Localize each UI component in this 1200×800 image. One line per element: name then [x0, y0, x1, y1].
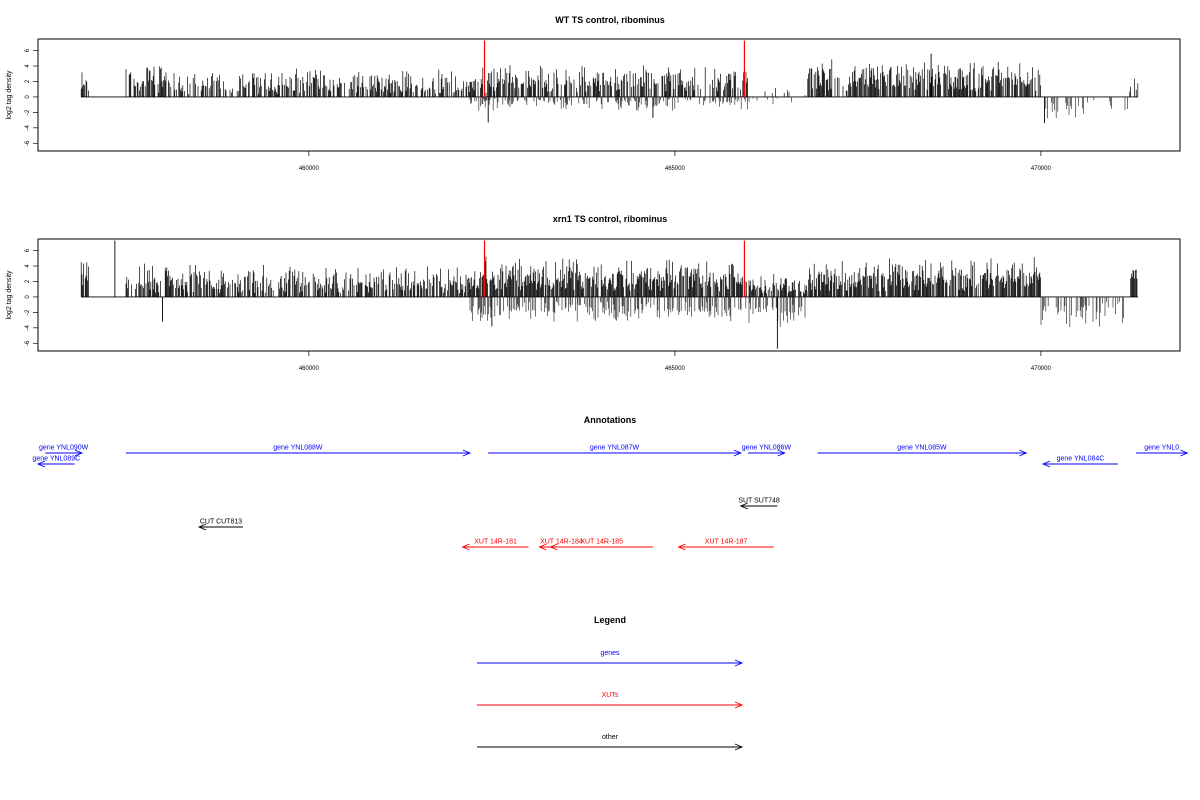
- x-tick-label: 465000: [665, 166, 686, 172]
- y-tick-label: 6: [25, 248, 31, 252]
- arrow-head: [733, 449, 742, 457]
- legend-entry: genes: [477, 650, 744, 667]
- feature-label: XUT 14R-185: [580, 539, 623, 546]
- annotation-feature: gene YNL087W: [488, 445, 742, 457]
- xrn1-density-panel: xrn1 TS control, ribominus log2 tag dens…: [6, 214, 1181, 372]
- annotation-feature: XUT 14R-187: [677, 539, 774, 551]
- xrn1-panel-title: xrn1 TS control, ribominus: [553, 214, 668, 224]
- y-tick-label: -2: [25, 309, 31, 315]
- feature-label: gene YNL086W: [742, 445, 792, 452]
- xrn1-bars: [37, 240, 1138, 349]
- arrow-head: [74, 449, 84, 457]
- annotation-feature: gene YNL0: [1136, 445, 1189, 457]
- annotation-feature: gene YNL084C: [1041, 456, 1118, 468]
- annotation-feature: XUT 14R-184: [538, 539, 584, 551]
- legend-entry: other: [477, 734, 744, 751]
- arrow-head: [739, 502, 748, 510]
- annotation-features: gene YNL090W gene YNL089C gene YNL088W gene…: [32, 445, 1189, 551]
- x-tick-label: 460000: [299, 166, 320, 172]
- feature-label: gene YNL089C: [32, 456, 80, 463]
- legend-label: XUTs: [602, 692, 619, 699]
- xrn1-x-ticks: 460000 465000 470000: [299, 351, 1052, 372]
- y-tick-label: -4: [25, 325, 31, 331]
- feature-label: SUT SUT748: [738, 498, 780, 505]
- arrow-head: [462, 449, 472, 457]
- y-tick-label: -2: [25, 109, 31, 115]
- y-tick-label: 2: [25, 279, 31, 283]
- legend-title: Legend: [594, 615, 626, 625]
- xrn1-y-ticks: -6 -4 -2 0 2 4 6: [25, 248, 38, 346]
- arrow-head: [538, 543, 547, 551]
- wt-density-panel: WT TS control, ribominus log2 tag densit…: [6, 15, 1181, 172]
- feature-label: gene YNL084C: [1057, 456, 1105, 463]
- arrow-head: [36, 460, 46, 468]
- arrow-head: [461, 543, 470, 551]
- y-tick-label: 0: [25, 295, 31, 299]
- annotation-feature: SUT SUT748: [738, 498, 780, 510]
- feature-label: XUT 14R-187: [705, 539, 748, 546]
- arrow-head: [1041, 460, 1051, 468]
- y-tick-label: -6: [25, 140, 31, 146]
- feature-label: gene YNL0: [1144, 445, 1179, 452]
- feature-label: gene YNL087W: [590, 445, 640, 452]
- annotation-feature: gene YNL090W: [39, 445, 89, 457]
- legend-arrow-head: [734, 743, 744, 751]
- annotation-feature: gene YNL088W: [125, 445, 472, 457]
- legend-arrow-head: [734, 701, 744, 709]
- y-tick-label: -6: [25, 340, 31, 346]
- xrn1-y-axis-label: log2 tag density: [6, 270, 13, 320]
- annotation-feature: XUT 14R-185: [549, 539, 653, 551]
- x-tick-label: 470000: [1031, 166, 1052, 172]
- legend-entry: XUTs: [477, 692, 744, 709]
- arrow-head: [1180, 449, 1189, 457]
- feature-label: XUT 14R-184: [540, 539, 583, 546]
- legend-label: genes: [600, 650, 620, 657]
- arrow-head: [1019, 449, 1028, 457]
- feature-label: gene YNL090W: [39, 445, 89, 452]
- arrow-head: [549, 543, 558, 551]
- y-tick-label: 4: [25, 64, 31, 68]
- arrow-head: [197, 523, 207, 531]
- y-tick-label: -4: [25, 125, 31, 131]
- annotation-feature: gene YNL085W: [817, 445, 1028, 457]
- wt-plot-frame: [37, 38, 1181, 152]
- legend: Legend genes XUTs other: [477, 615, 744, 751]
- y-tick-label: 4: [25, 264, 31, 268]
- annotations-title: Annotations: [584, 415, 637, 425]
- wt-x-ticks: 460000 465000 470000: [299, 151, 1052, 172]
- annotation-feature: gene YNL086W: [742, 445, 792, 457]
- arrow-head: [677, 543, 686, 551]
- legend-arrow-head: [734, 659, 744, 667]
- y-tick-label: 2: [25, 79, 31, 83]
- arrow-head: [777, 449, 786, 457]
- y-tick-label: 0: [25, 95, 31, 99]
- legend-label: other: [602, 734, 619, 741]
- x-tick-label: 460000: [299, 366, 320, 372]
- legend-entries: genes XUTs other: [477, 650, 744, 751]
- wt-panel-title: WT TS control, ribominus: [555, 15, 665, 25]
- feature-label: CUT CUT813: [200, 519, 242, 526]
- feature-label: gene YNL088W: [273, 445, 323, 452]
- wt-y-ticks: -6 -4 -2 0 2 4 6: [25, 48, 38, 146]
- wt-y-axis-label: log2 tag density: [6, 70, 13, 120]
- x-tick-label: 470000: [1031, 366, 1052, 372]
- x-tick-label: 465000: [665, 366, 686, 372]
- annotation-feature: XUT 14R-181: [461, 539, 529, 551]
- wt-bars: [80, 40, 1139, 124]
- annotation-feature: gene YNL089C: [32, 456, 80, 468]
- feature-label: gene YNL085W: [897, 445, 947, 452]
- xrn1-plot-frame: [37, 238, 1181, 352]
- feature-label: XUT 14R-181: [474, 539, 517, 546]
- annotation-feature: CUT CUT813: [197, 519, 243, 531]
- y-tick-label: 6: [25, 48, 31, 52]
